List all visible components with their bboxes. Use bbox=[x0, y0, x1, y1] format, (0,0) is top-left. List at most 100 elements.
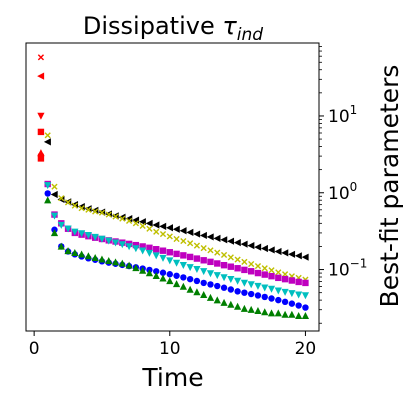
data-point-series-0-32 bbox=[260, 244, 268, 253]
chart-title-symbol: τ bbox=[222, 12, 237, 40]
data-point-series-3-2 bbox=[57, 221, 65, 229]
data-point-series-5-2 bbox=[57, 242, 65, 250]
data-point-series-1-7 bbox=[92, 208, 99, 215]
data-point-series-0-27 bbox=[227, 237, 235, 245]
data-point-series-3-22 bbox=[193, 266, 201, 274]
data-point-series-0-12 bbox=[125, 215, 133, 223]
data-point-series-2-13 bbox=[132, 241, 140, 249]
x-axis-label: Time bbox=[141, 363, 203, 392]
data-point-series-3-0 bbox=[44, 182, 52, 190]
data-point-series-4-34 bbox=[275, 296, 282, 304]
data-point-series-0-1 bbox=[50, 190, 58, 199]
data-point-series-0-23 bbox=[199, 231, 207, 240]
data-point-series-2-28 bbox=[234, 265, 241, 272]
data-point-series-5-23 bbox=[200, 290, 208, 298]
data-point-series-0-31 bbox=[254, 243, 262, 251]
data-point-series-3-27 bbox=[227, 275, 235, 283]
data-point-series-1-10 bbox=[112, 213, 119, 220]
data-point-series-3-34 bbox=[274, 287, 282, 295]
data-point-series-3-10 bbox=[111, 239, 120, 247]
data-point-series-5-9 bbox=[105, 257, 113, 265]
data-point-series-5-21 bbox=[186, 285, 194, 293]
data-point-series-0-19 bbox=[172, 225, 180, 233]
data-point-series-3-1 bbox=[50, 212, 59, 220]
data-point-series-5-4 bbox=[71, 249, 79, 257]
data-point-series-4-16 bbox=[153, 268, 160, 275]
data-point-series-5-11 bbox=[118, 259, 126, 267]
chart-title-subscript: ind bbox=[237, 25, 263, 45]
data-point-series-1-30 bbox=[248, 260, 255, 268]
data-point-series-2-35 bbox=[281, 275, 289, 283]
data-point-series-0-26 bbox=[220, 236, 228, 244]
data-point-series-4-23 bbox=[200, 279, 207, 287]
data-point-series-1-34 bbox=[275, 269, 282, 276]
data-point-series-1-12 bbox=[125, 217, 133, 225]
data-point-series-3-14 bbox=[139, 247, 147, 255]
data-point-series-1-17 bbox=[159, 230, 167, 238]
data-point-series-1-24 bbox=[207, 247, 214, 254]
data-point-series-4-37 bbox=[295, 302, 302, 309]
data-point-series-4-33 bbox=[268, 295, 275, 302]
data-point-series-1-1 bbox=[51, 183, 58, 190]
data-point-series-0-29 bbox=[240, 240, 248, 248]
data-point-series-3-33 bbox=[267, 285, 276, 293]
data-point-series-1-33 bbox=[268, 267, 275, 274]
data-point-series-5-8 bbox=[98, 255, 106, 263]
data-point-series-1-0 bbox=[44, 132, 51, 139]
data-point-series-1-23 bbox=[200, 245, 207, 252]
data-point-series-2-33 bbox=[268, 272, 275, 280]
data-point-series-0-15 bbox=[145, 219, 153, 227]
data-point-series-4-0 bbox=[44, 190, 51, 197]
data-point-series-5-19 bbox=[172, 280, 181, 288]
data-point-series-1-25 bbox=[214, 249, 221, 256]
data-point-series-5-37 bbox=[295, 312, 303, 319]
data-point-series-1-19 bbox=[173, 235, 180, 243]
data-point-series-5-6 bbox=[84, 252, 92, 260]
data-point-series-0-36 bbox=[288, 250, 296, 258]
data-point-series-2-27 bbox=[227, 263, 235, 270]
data-point-series-1-4 bbox=[71, 202, 78, 209]
data-point-series-5-34 bbox=[274, 309, 282, 317]
data-point-series-1-6 bbox=[85, 206, 92, 213]
data-point-series-2-31 bbox=[254, 269, 262, 277]
data-point-series-3-3 bbox=[64, 225, 72, 233]
data-point-series-2-18 bbox=[166, 249, 173, 256]
data-point-series-1-28 bbox=[234, 256, 241, 263]
data-point-series-2-14 bbox=[139, 243, 146, 250]
data-point-series-2-23 bbox=[200, 257, 207, 264]
data-point-series-3-31 bbox=[254, 282, 262, 290]
data-point-series-3-12 bbox=[125, 243, 133, 251]
data-point-series-2-21 bbox=[186, 253, 194, 261]
data-point-series-2-19 bbox=[173, 250, 180, 258]
data-point-series-3-24 bbox=[206, 270, 215, 278]
data-point-series-4-38 bbox=[302, 304, 309, 311]
data-point-series-3-37 bbox=[295, 291, 303, 299]
data-point-series-5-10 bbox=[111, 258, 120, 266]
data-point-series-1-21 bbox=[187, 240, 194, 247]
data-point-series-5-33 bbox=[267, 309, 276, 317]
data-point-series-5-30 bbox=[247, 305, 255, 313]
data-point-series-0-22 bbox=[193, 230, 201, 238]
data-point-series-3-32 bbox=[261, 284, 269, 292]
data-point-series-5-18 bbox=[166, 277, 174, 285]
data-point-series-1-20 bbox=[180, 237, 187, 245]
data-point-series-5-25 bbox=[213, 296, 221, 304]
data-point-series-1-13 bbox=[132, 220, 139, 227]
data-point-series-5-0 bbox=[44, 196, 52, 204]
data-point-series-5-12 bbox=[125, 261, 133, 269]
data-point-series-2-16 bbox=[153, 246, 160, 253]
data-point-series-4-30 bbox=[247, 290, 255, 298]
data-point-series-1-5 bbox=[78, 205, 85, 212]
data-point-series-5-16 bbox=[152, 271, 160, 279]
data-point-series-1-27 bbox=[227, 254, 234, 261]
data-point-early-0 bbox=[37, 54, 45, 61]
data-point-series-3-20 bbox=[179, 261, 187, 269]
y-tick-label-0: 10−1 bbox=[328, 257, 367, 281]
data-point-series-1-31 bbox=[254, 262, 262, 270]
data-point-series-0-34 bbox=[274, 247, 282, 256]
y-tick-label-1: 100 bbox=[328, 180, 357, 204]
data-point-series-0-11 bbox=[118, 213, 126, 221]
y-axis: 10−1 100 101 bbox=[319, 46, 367, 324]
data-point-series-2-34 bbox=[275, 274, 282, 282]
